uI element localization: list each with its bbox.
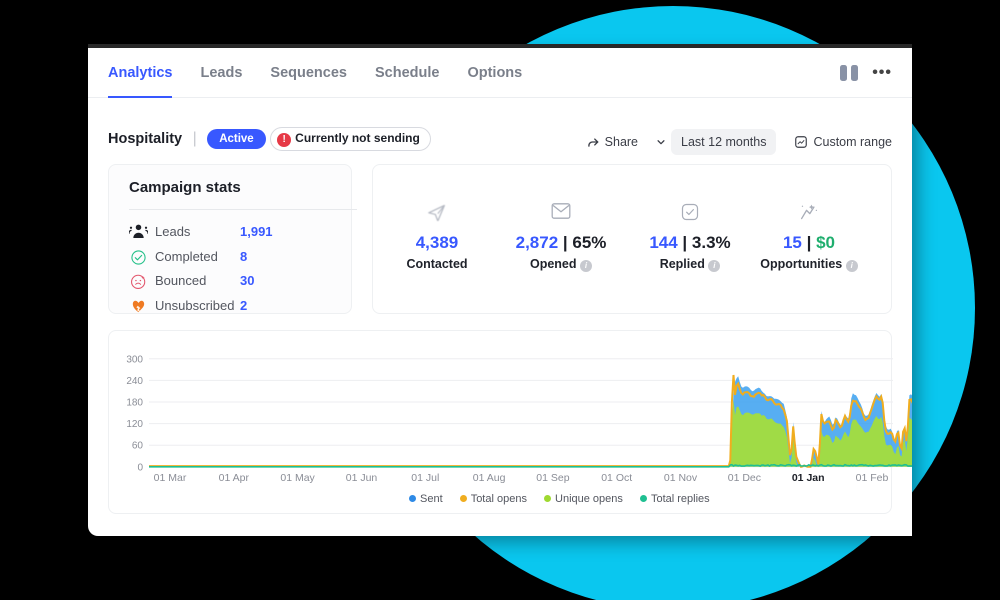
svg-text:180: 180 [126,398,143,409]
svg-text:120: 120 [126,419,143,430]
svg-text:60: 60 [132,441,144,452]
svg-text:01 Feb: 01 Feb [856,472,889,484]
svg-text:01 Jan: 01 Jan [792,472,825,484]
svg-text:300: 300 [126,354,143,365]
svg-text:01 Dec: 01 Dec [728,472,761,484]
svg-text:01 Nov: 01 Nov [664,472,698,484]
svg-text:01 Oct: 01 Oct [601,472,632,484]
svg-text:240: 240 [126,376,143,387]
svg-text:01 Sep: 01 Sep [536,472,569,484]
svg-text:01 Jun: 01 Jun [346,472,378,484]
svg-text:01 Mar: 01 Mar [154,472,187,484]
svg-text:0: 0 [137,462,143,473]
svg-text:01 Jul: 01 Jul [411,472,439,484]
svg-text:01 May: 01 May [280,472,315,484]
svg-text:01 Aug: 01 Aug [473,472,506,484]
svg-text:01 Apr: 01 Apr [219,472,250,484]
